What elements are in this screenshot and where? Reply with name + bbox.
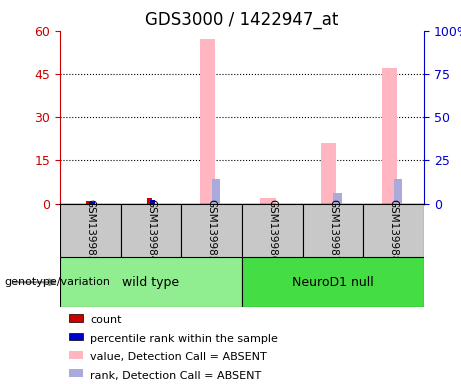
Bar — [86, 201, 91, 204]
Bar — [382, 68, 397, 204]
Bar — [394, 179, 402, 204]
Bar — [333, 193, 342, 204]
Bar — [147, 198, 152, 204]
Title: GDS3000 / 1422947_at: GDS3000 / 1422947_at — [145, 12, 339, 30]
Bar — [89, 202, 95, 204]
Bar — [60, 257, 242, 307]
Text: genotype/variation: genotype/variation — [5, 277, 111, 287]
Text: percentile rank within the sample: percentile rank within the sample — [90, 334, 278, 344]
Bar — [181, 204, 242, 257]
Bar — [150, 200, 155, 204]
Text: NeuroD1 null: NeuroD1 null — [292, 276, 374, 289]
Text: GSM139988: GSM139988 — [389, 199, 399, 262]
Bar — [212, 179, 220, 204]
Text: GSM139985: GSM139985 — [207, 199, 217, 262]
Bar — [321, 143, 337, 204]
Text: count: count — [90, 315, 121, 325]
Bar — [60, 204, 121, 257]
Text: value, Detection Call = ABSENT: value, Detection Call = ABSENT — [90, 352, 266, 362]
Text: rank, Detection Call = ABSENT: rank, Detection Call = ABSENT — [90, 371, 261, 381]
Text: GSM139983: GSM139983 — [85, 199, 95, 262]
Bar — [363, 204, 424, 257]
Bar — [200, 39, 215, 204]
Bar — [303, 204, 363, 257]
Text: GSM139986: GSM139986 — [267, 199, 278, 262]
Text: wild type: wild type — [123, 276, 179, 289]
Bar — [242, 204, 303, 257]
Bar — [260, 198, 276, 204]
Bar — [121, 204, 181, 257]
Bar — [242, 257, 424, 307]
Text: GSM139984: GSM139984 — [146, 199, 156, 262]
Text: GSM139987: GSM139987 — [328, 199, 338, 262]
